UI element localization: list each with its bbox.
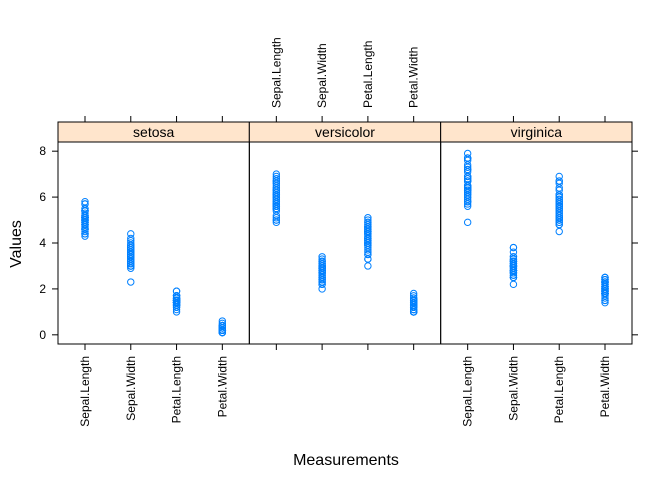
y-tick-label: 0 — [39, 328, 46, 342]
point-virginica-Petal.Length — [555, 227, 563, 236]
point-virginica-Sepal.Length — [463, 177, 472, 185]
panel-frames — [57, 141, 633, 345]
point-versicolor-Sepal.Width — [318, 253, 326, 261]
point-setosa-Sepal.Length — [81, 197, 89, 206]
point-setosa-Sepal.Width — [127, 248, 135, 256]
point-versicolor-Petal.Length — [364, 218, 372, 227]
x-tick-label: Petal.Length — [361, 41, 375, 108]
point-setosa-Sepal.Width — [127, 239, 135, 247]
x-tick-label: Petal.Length — [552, 356, 566, 423]
point-setosa-Petal.Width — [218, 319, 227, 328]
point-virginica-Sepal.Length — [463, 218, 472, 227]
point-setosa-Sepal.Width — [127, 230, 135, 238]
x-tick-label: Petal.Width — [215, 356, 229, 417]
point-setosa-Petal.Width — [218, 321, 227, 330]
strip-label-setosa: setosa — [133, 124, 174, 140]
panel-versicolor — [248, 141, 442, 345]
point-virginica-Sepal.Length — [463, 149, 472, 158]
strip-label-versicolor: versicolor — [315, 124, 375, 140]
point-versicolor-Petal.Length — [364, 214, 372, 222]
point-versicolor-Sepal.Length — [272, 170, 281, 178]
axes: Sepal.Length Sepal.Width Petal.Length Petal… — [39, 37, 638, 427]
point-virginica-Petal.Width — [601, 273, 609, 282]
y-tick-label: 8 — [39, 144, 46, 158]
x-tick-label: Sepal.Length — [78, 356, 92, 427]
x-tick-label: Petal.Width — [407, 47, 421, 108]
point-versicolor-Petal.Length — [364, 262, 372, 270]
point-setosa-Sepal.Width — [127, 278, 135, 286]
y-tick-label: 4 — [39, 236, 46, 250]
x-tick-label: Sepal.Length — [461, 356, 475, 427]
point-versicolor-Sepal.Length — [272, 216, 281, 224]
point-versicolor-Sepal.Width — [318, 257, 326, 266]
point-virginica-Petal.Width — [601, 276, 609, 284]
point-virginica-Sepal.Width — [509, 257, 518, 266]
x-tick-label: Sepal.Width — [124, 356, 138, 421]
point-setosa-Petal.Length — [172, 292, 181, 300]
panel-setosa — [57, 141, 250, 345]
point-virginica-Sepal.Width — [509, 280, 518, 289]
point-virginica-Sepal.Width — [509, 243, 518, 252]
y-tick-label: 6 — [39, 190, 46, 204]
strip-label-virginica: virginica — [511, 124, 563, 140]
x-tick-label: Sepal.Width — [315, 43, 329, 108]
point-versicolor-Sepal.Length — [272, 175, 281, 183]
y-tick-label: 2 — [39, 282, 46, 296]
point-versicolor-Sepal.Length — [272, 172, 281, 181]
point-virginica-Petal.Length — [555, 195, 563, 204]
x-axis-label: Measurements — [293, 452, 399, 469]
point-setosa-Sepal.Length — [81, 200, 89, 208]
point-virginica-Sepal.Width — [509, 248, 518, 256]
point-setosa-Petal.Length — [172, 287, 181, 295]
panel-strips: setosa versicolor virginica — [57, 121, 633, 143]
point-versicolor-Petal.Width — [409, 289, 418, 298]
point-virginica-Sepal.Length — [463, 154, 472, 162]
y-axis-label: Values — [8, 220, 25, 268]
point-virginica-Sepal.Length — [463, 186, 472, 194]
point-setosa-Sepal.Width — [127, 234, 135, 243]
point-setosa-Petal.Length — [172, 296, 181, 305]
x-tick-label: Petal.Length — [170, 356, 184, 423]
point-versicolor-Petal.Width — [409, 294, 418, 302]
point-versicolor-Sepal.Width — [318, 255, 326, 263]
point-versicolor-Petal.Width — [409, 292, 418, 300]
point-virginica-Petal.Length — [555, 200, 563, 208]
x-tick-label: Sepal.Length — [269, 37, 283, 108]
point-virginica-Petal.Width — [601, 278, 609, 286]
point-virginica-Petal.Length — [555, 177, 563, 185]
point-versicolor-Petal.Length — [364, 216, 372, 224]
x-tick-label: Petal.Width — [598, 356, 612, 417]
point-virginica-Petal.Length — [555, 172, 563, 181]
x-tick-label: Sepal.Width — [506, 356, 520, 421]
point-setosa-Petal.Width — [218, 317, 227, 325]
point-setosa-Sepal.Length — [81, 209, 89, 217]
point-virginica-Sepal.Length — [463, 165, 472, 174]
data-points — [81, 149, 609, 337]
point-virginica-Sepal.Width — [509, 253, 518, 261]
